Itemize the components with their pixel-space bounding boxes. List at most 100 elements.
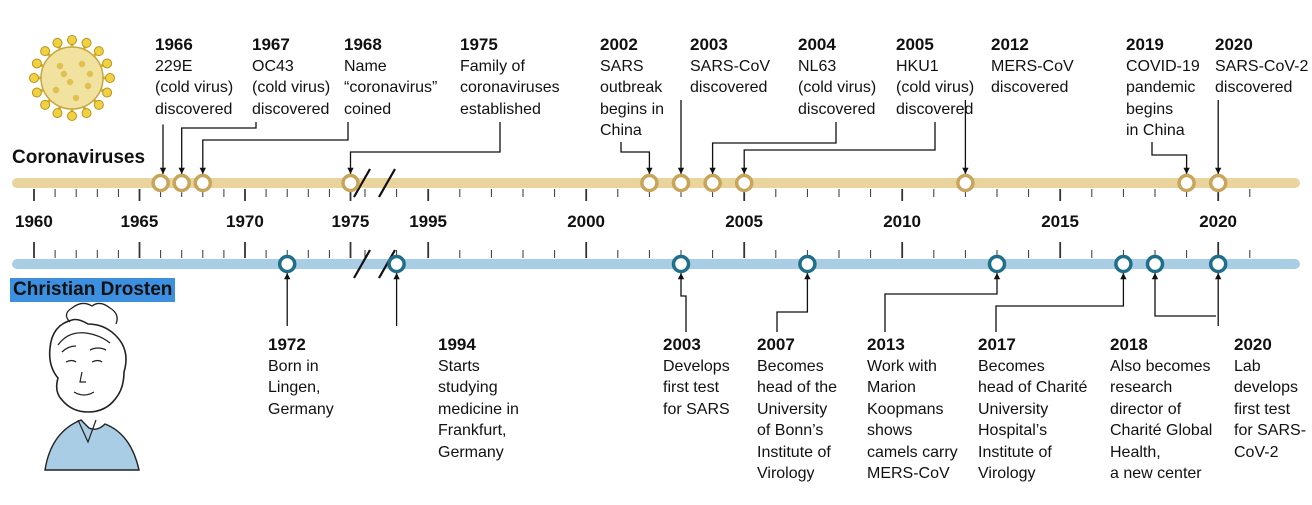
drosten-pointer-2020-head bbox=[1215, 273, 1222, 280]
corona-pointer-2003-head bbox=[677, 167, 685, 174]
event-description-line: Becomes bbox=[978, 357, 1045, 375]
event-year: 2013 bbox=[867, 335, 905, 354]
event-year: 2019 bbox=[1126, 35, 1164, 54]
corona-pointer-2004-head bbox=[709, 167, 716, 174]
event-description-line: first test bbox=[1234, 400, 1291, 418]
event-description-line: established bbox=[460, 100, 541, 118]
event-year: 2017 bbox=[978, 335, 1016, 354]
virus-spike-tip bbox=[52, 37, 63, 48]
event-description-line: OC43 bbox=[252, 57, 294, 75]
drosten-pointer-2017 bbox=[995, 273, 1125, 332]
corona-marker-1975 bbox=[341, 173, 360, 193]
drosten-event-2007: 2007 Becomes head of the University of Bonn’… bbox=[757, 334, 837, 485]
event-description-line: discovered bbox=[1215, 79, 1293, 96]
drosten-event-2013: 2013 Work with Marion Koopmans shows camels c… bbox=[867, 334, 958, 485]
drosten-marker-1994 bbox=[387, 254, 406, 274]
drosten-pointer-2003-head bbox=[677, 273, 685, 280]
event-description-line: SARS-CoV-2 bbox=[1215, 57, 1309, 75]
corona-marker-1966 bbox=[151, 173, 170, 193]
event-year: 1966 bbox=[155, 35, 193, 54]
event-year: 1975 bbox=[460, 35, 498, 54]
drosten-pointer-2003 bbox=[680, 273, 687, 332]
event-description-line: discovered bbox=[798, 100, 876, 118]
event-description-line: COVID-19 bbox=[1126, 57, 1200, 75]
event-description-line: Develops bbox=[663, 357, 730, 375]
virus-spike-tip bbox=[102, 87, 113, 98]
corona-event-2003: 2003 SARS-CoV discovered bbox=[690, 34, 770, 99]
corona-event-1967: 1967 OC43 (cold virus) discovered bbox=[252, 34, 330, 120]
corona-pointer-2005-head bbox=[741, 167, 748, 174]
corona-pointer-1975-head bbox=[347, 167, 354, 174]
event-description-line: in China bbox=[1126, 122, 1185, 139]
event-description-line: Family of bbox=[460, 57, 525, 75]
corona-event-1968: 1968 Name “coronavirus” coined bbox=[344, 34, 437, 120]
event-description-line: Marion bbox=[867, 379, 916, 396]
corona-event-2004: 2004 NL63 (cold virus) discovered bbox=[798, 34, 876, 120]
corona-event-2012: 2012 MERS-CoV discovered bbox=[991, 34, 1074, 99]
axis-break-slash bbox=[378, 168, 396, 198]
virus-spike-tip bbox=[67, 35, 77, 45]
axis-year-label: 1965 bbox=[120, 212, 159, 231]
event-description-line: Name bbox=[344, 57, 387, 75]
corona-marker-2012 bbox=[956, 173, 975, 193]
drosten-pointer-1994-head bbox=[393, 273, 400, 280]
event-year: 2003 bbox=[663, 335, 701, 354]
corona-pointer-2005 bbox=[743, 122, 936, 174]
drosten-pointer-2013 bbox=[884, 273, 998, 332]
event-description-line: (cold virus) bbox=[798, 79, 877, 96]
virus-dot bbox=[84, 82, 92, 90]
event-year: 1972 bbox=[268, 335, 306, 354]
drosten-event-2020: 2020 Lab develops first test for SARS- CoV-2 bbox=[1234, 334, 1306, 463]
event-year: 2005 bbox=[896, 35, 934, 54]
event-description-line: begins in bbox=[600, 100, 665, 118]
corona-pointer-1967 bbox=[181, 122, 257, 174]
event-year: 2018 bbox=[1110, 335, 1148, 354]
axis-year-label: 2020 bbox=[1199, 212, 1238, 231]
event-description-line: 229E bbox=[155, 57, 193, 75]
virus-body bbox=[40, 46, 104, 110]
drosten-pointer-2007 bbox=[776, 273, 809, 332]
virus-dot bbox=[72, 94, 80, 102]
event-description-line: (cold virus) bbox=[252, 79, 331, 96]
event-year: 2012 bbox=[991, 35, 1029, 54]
virus-spike-tip bbox=[93, 99, 104, 110]
virus-spike-tip bbox=[81, 37, 92, 48]
event-description-line: Virology bbox=[757, 465, 815, 482]
event-description-line: develops bbox=[1234, 379, 1299, 396]
event-description-line: University bbox=[978, 400, 1049, 418]
corona-event-2020: 2020 SARS-CoV-2 discovered bbox=[1215, 34, 1308, 99]
corona-pointer-2019-head bbox=[1183, 167, 1190, 174]
event-description-line: (cold virus) bbox=[155, 79, 234, 96]
axis-break-slash bbox=[353, 168, 371, 198]
drosten-marker-2007 bbox=[798, 254, 817, 274]
event-description-line: Lingen, bbox=[268, 379, 321, 396]
event-description-line: “coronavirus” bbox=[344, 79, 438, 96]
virus-spike-tip bbox=[67, 111, 77, 121]
virus-spike-tip bbox=[29, 73, 39, 83]
axis-year-label: 2010 bbox=[883, 212, 922, 231]
corona-pointer-2002 bbox=[620, 142, 651, 174]
corona-pointer-1975 bbox=[349, 122, 501, 174]
virus-spike-tip bbox=[40, 46, 51, 57]
drosten-marker-2017 bbox=[1114, 254, 1133, 274]
event-description-line: University bbox=[757, 400, 828, 418]
event-description-line: Starts bbox=[438, 357, 480, 375]
virus-dot bbox=[66, 78, 74, 86]
axis-year-label: 2005 bbox=[725, 212, 764, 231]
virus-spike-tip bbox=[31, 87, 42, 98]
virus-spike-tip bbox=[93, 46, 104, 57]
event-year: 1968 bbox=[344, 35, 382, 54]
event-year: 2003 bbox=[690, 35, 728, 54]
corona-event-2002: 2002 SARS outbreak begins in China bbox=[600, 34, 664, 142]
axis-year-label: 1960 bbox=[15, 212, 53, 231]
event-year: 2020 bbox=[1234, 335, 1272, 354]
event-description-line: discovered bbox=[896, 100, 974, 118]
corona-pointer-2012-head bbox=[962, 167, 969, 174]
axis-year-label: 2000 bbox=[567, 212, 606, 231]
virus-spike-tip bbox=[105, 73, 115, 83]
drosten-pointer-1972-head bbox=[284, 273, 291, 280]
event-description-line: discovered bbox=[155, 100, 233, 118]
drosten-pointer-2018 bbox=[1154, 273, 1216, 317]
corona-event-2005: 2005 HKU1 (cold virus) discovered bbox=[896, 34, 974, 120]
event-description-line: Becomes bbox=[757, 357, 824, 375]
